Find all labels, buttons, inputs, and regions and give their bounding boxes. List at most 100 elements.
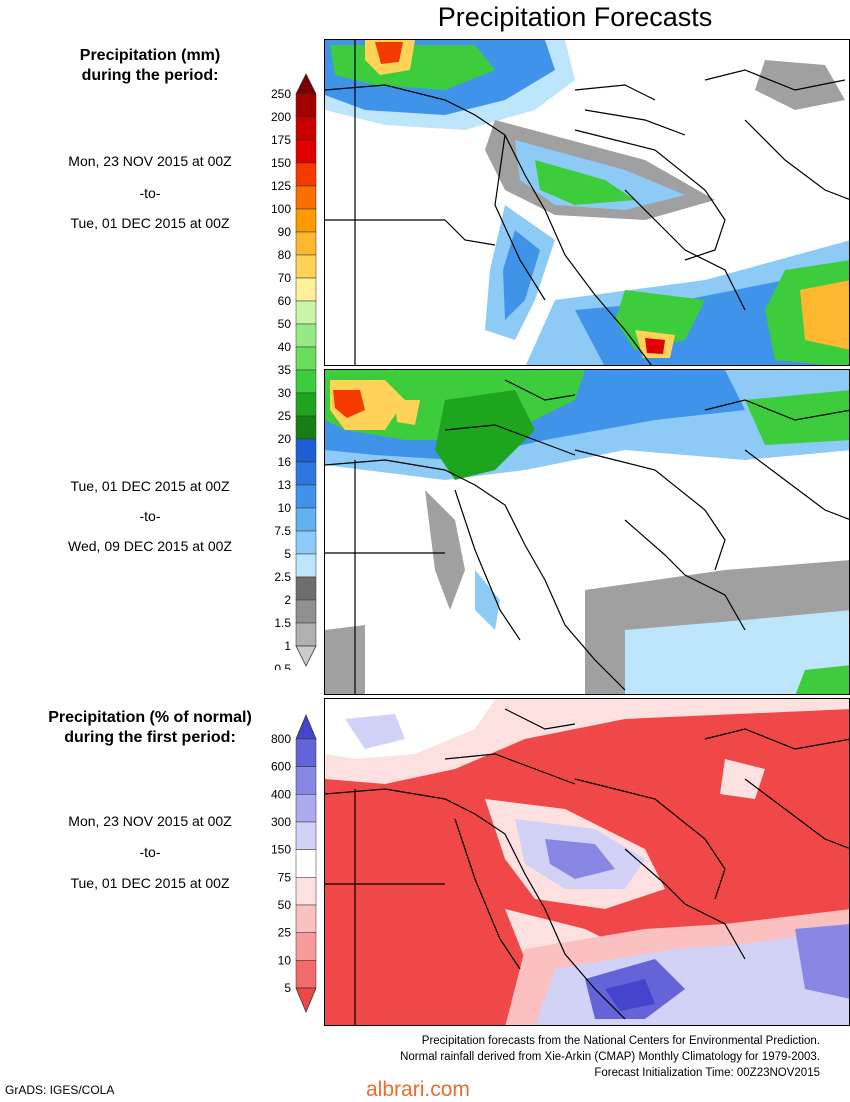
- scale-band: [295, 323, 317, 348]
- mm-legend-header-line1: Precipitation (mm): [79, 47, 221, 64]
- scale-tick-label: 125: [271, 179, 291, 193]
- period1-from: Mon, 23 NOV 2015 at 00Z: [68, 153, 232, 169]
- scale-band: [295, 877, 317, 906]
- coastlines-percent: [325, 708, 849, 1025]
- scale-tick-label: 75: [278, 870, 292, 884]
- scale-band: [295, 622, 317, 647]
- period1-to: Tue, 01 DEC 2015 at 00Z: [70, 215, 230, 231]
- precip-fill-period2: [325, 370, 849, 694]
- scale-tick-label: 250: [271, 87, 291, 101]
- period3-to: Tue, 01 DEC 2015 at 00Z: [70, 875, 230, 891]
- scale-band: [295, 300, 317, 325]
- scale-top-arrow: [295, 73, 317, 95]
- scale-band: [295, 530, 317, 555]
- scale-tick-label: 800: [271, 732, 291, 746]
- scale-band: [295, 507, 317, 532]
- mm-legend-header-line2: during the period:: [81, 67, 219, 84]
- percent-fill-period1: [325, 699, 849, 1025]
- scale-band: [295, 849, 317, 878]
- scale-band: [295, 185, 317, 210]
- period2-to: Wed, 09 DEC 2015 at 00Z: [68, 538, 232, 554]
- scale-tick-label: 25: [278, 409, 292, 423]
- scale-tick-label: 300: [271, 815, 291, 829]
- scale-band: [295, 231, 317, 256]
- pct-legend-header: Precipitation (% of normal) during the f…: [30, 708, 270, 748]
- scale-tick-label: 40: [278, 340, 292, 354]
- scale-tick-label: 2: [284, 593, 291, 607]
- scale-tick-label: 2.5: [274, 570, 291, 584]
- scale-band: [295, 553, 317, 578]
- scale-band: [295, 932, 317, 961]
- scale-tick-label: 600: [271, 760, 291, 774]
- scale-band: [295, 821, 317, 850]
- scale-band: [295, 116, 317, 141]
- scale-tick-label: 90: [278, 225, 292, 239]
- mm-legend-header: Precipitation (mm) during the period:: [40, 46, 260, 86]
- scale-band: [295, 766, 317, 795]
- scale-tick-label: 5: [284, 981, 291, 995]
- scale-band: [295, 369, 317, 394]
- scale-band: [295, 738, 317, 767]
- period1-sep: -to-: [139, 185, 161, 201]
- scale-tick-label: 60: [278, 294, 292, 308]
- scale-tick-label: 0.5: [274, 662, 291, 670]
- scale-band: [295, 277, 317, 302]
- footer-line3: Forecast Initialization Time: 00Z23NOV20…: [594, 1067, 820, 1079]
- coastlines-period2: [325, 379, 849, 694]
- grads-credit: GrADS: IGES/COLA: [5, 1083, 115, 1097]
- precip-fill-period1: [325, 40, 849, 365]
- scale-top-arrow: [295, 713, 317, 740]
- scale-band: [295, 162, 317, 187]
- scale-band: [295, 93, 317, 118]
- map-panel-period1-percent-normal: [324, 698, 850, 1026]
- mm-color-scale: 2502001751501251009080706050403530252016…: [271, 73, 317, 670]
- scale-tick-label: 50: [278, 317, 292, 331]
- scale-tick-label: 150: [271, 843, 291, 857]
- scale-band: [295, 794, 317, 823]
- scale-band: [295, 208, 317, 233]
- scale-tick-label: 10: [278, 953, 292, 967]
- footer-line1: Precipitation forecasts from the Nationa…: [421, 1035, 820, 1047]
- scale-tick-label: 80: [278, 248, 292, 262]
- scale-bottom-arrow: [295, 987, 317, 1014]
- map-panel-period1-mm: [324, 39, 850, 366]
- scale-tick-label: 1: [284, 639, 291, 653]
- scale-tick-label: 5: [284, 547, 291, 561]
- scale-tick-label: 50: [278, 898, 292, 912]
- scale-band: [295, 392, 317, 417]
- scale-tick-label: 200: [271, 110, 291, 124]
- scale-tick-label: 20: [278, 432, 292, 446]
- scale-band: [295, 576, 317, 601]
- scale-tick-label: 150: [271, 156, 291, 170]
- scale-band: [295, 960, 317, 989]
- page-title: Precipitation Forecasts: [437, 2, 713, 32]
- scale-band: [295, 904, 317, 933]
- scale-band: [295, 438, 317, 463]
- pct-legend-header-line1: Precipitation (% of normal): [48, 709, 252, 726]
- scale-tick-label: 10: [278, 501, 292, 515]
- scale-band: [295, 599, 317, 624]
- watermark: albrari.com: [366, 1078, 470, 1101]
- pct-legend-header-line2: during the first period:: [64, 729, 236, 746]
- scale-tick-label: 100: [271, 202, 291, 216]
- scale-tick-label: 25: [278, 926, 292, 940]
- period3-label: Mon, 23 NOV 2015 at 00Z -to- Tue, 01 DEC…: [40, 812, 260, 892]
- scale-tick-label: 7.5: [274, 524, 291, 538]
- scale-tick-label: 35: [278, 363, 292, 377]
- scale-bottom-arrow: [295, 645, 317, 667]
- scale-tick-label: 400: [271, 787, 291, 801]
- scale-tick-label: 30: [278, 386, 292, 400]
- scale-tick-label: 70: [278, 271, 292, 285]
- scale-band: [295, 346, 317, 371]
- coastlines-period1: [325, 40, 849, 365]
- scale-band: [295, 484, 317, 509]
- period2-label: Tue, 01 DEC 2015 at 00Z -to- Wed, 09 DEC…: [40, 477, 260, 555]
- scale-tick-label: 13: [278, 478, 292, 492]
- scale-band: [295, 139, 317, 164]
- scale-tick-label: 16: [278, 455, 292, 469]
- scale-band: [295, 461, 317, 486]
- period1-label: Mon, 23 NOV 2015 at 00Z -to- Tue, 01 DEC…: [40, 152, 260, 232]
- scale-band: [295, 415, 317, 440]
- scale-tick-label: 1.5: [274, 616, 291, 630]
- scale-band: [295, 254, 317, 279]
